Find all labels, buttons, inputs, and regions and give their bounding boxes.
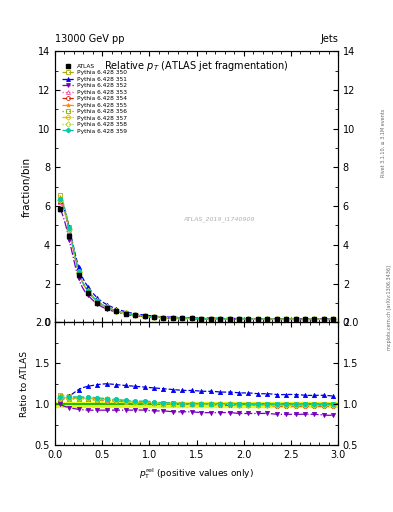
X-axis label: $p_{\mathrm{T}}^{\mathrm{rel}}$ (positive values only): $p_{\mathrm{T}}^{\mathrm{rel}}$ (positiv…	[139, 466, 254, 481]
Text: Rivet 3.1.10, ≥ 3.1M events: Rivet 3.1.10, ≥ 3.1M events	[381, 109, 386, 178]
Text: ATLAS_2019_I1740909: ATLAS_2019_I1740909	[184, 217, 255, 222]
Text: Relative $p_{T}$ (ATLAS jet fragmentation): Relative $p_{T}$ (ATLAS jet fragmentatio…	[104, 59, 289, 73]
Y-axis label: fraction/bin: fraction/bin	[22, 157, 32, 217]
Text: Jets: Jets	[320, 33, 338, 44]
Legend: ATLAS, Pythia 6.428 350, Pythia 6.428 351, Pythia 6.428 352, Pythia 6.428 353, P: ATLAS, Pythia 6.428 350, Pythia 6.428 35…	[61, 62, 128, 135]
Bar	[55, 402, 338, 407]
Text: mcplots.cern.ch [arXiv:1306.3436]: mcplots.cern.ch [arXiv:1306.3436]	[387, 265, 392, 350]
Text: 13000 GeV pp: 13000 GeV pp	[55, 33, 125, 44]
Y-axis label: Ratio to ATLAS: Ratio to ATLAS	[20, 351, 29, 417]
